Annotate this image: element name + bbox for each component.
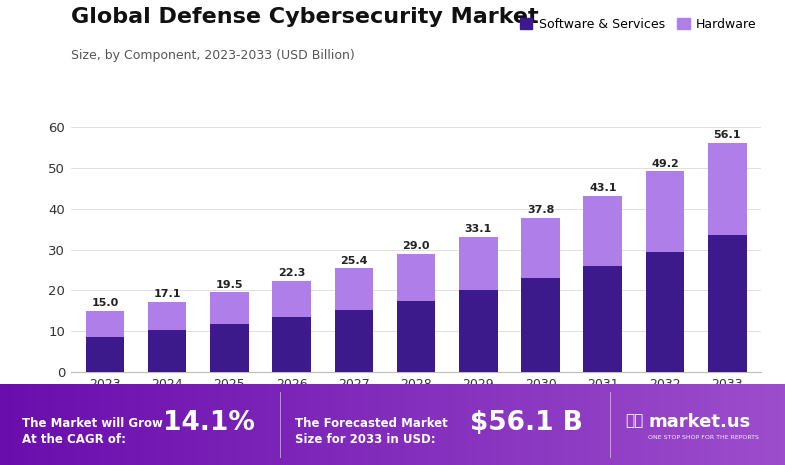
- Text: ONE STOP SHOP FOR THE REPORTS: ONE STOP SHOP FOR THE REPORTS: [648, 435, 759, 440]
- Bar: [334, 310, 373, 372]
- Bar: [646, 252, 685, 372]
- Bar: [708, 143, 747, 235]
- Bar: [210, 324, 249, 372]
- Text: 29.0: 29.0: [402, 241, 430, 251]
- Bar: [396, 254, 436, 301]
- Bar: [272, 317, 311, 372]
- Text: The Forecasted Market: The Forecasted Market: [295, 417, 447, 430]
- Bar: [148, 302, 186, 331]
- Text: ⓂⓂ: ⓂⓂ: [625, 413, 643, 428]
- Bar: [646, 172, 685, 252]
- Text: 43.1: 43.1: [589, 183, 616, 193]
- Bar: [459, 237, 498, 290]
- Text: Size for 2033 in USD:: Size for 2033 in USD:: [295, 433, 436, 446]
- Text: Size, by Component, 2023-2033 (USD Billion): Size, by Component, 2023-2033 (USD Billi…: [71, 49, 354, 62]
- Bar: [396, 301, 436, 372]
- Text: 19.5: 19.5: [216, 279, 243, 290]
- Bar: [708, 235, 747, 372]
- Text: 22.3: 22.3: [278, 268, 305, 278]
- Bar: [521, 278, 560, 372]
- Text: 25.4: 25.4: [340, 256, 367, 266]
- Text: 37.8: 37.8: [527, 205, 554, 215]
- Bar: [210, 292, 249, 324]
- Bar: [583, 196, 622, 266]
- Bar: [148, 331, 186, 372]
- Text: 15.0: 15.0: [91, 298, 119, 308]
- Text: 33.1: 33.1: [465, 224, 492, 234]
- Text: market.us: market.us: [648, 413, 750, 431]
- Bar: [459, 290, 498, 372]
- Text: At the CAGR of:: At the CAGR of:: [22, 433, 126, 446]
- Bar: [272, 281, 311, 317]
- Text: Global Defense Cybersecurity Market: Global Defense Cybersecurity Market: [71, 7, 539, 27]
- Bar: [86, 337, 124, 372]
- Bar: [334, 268, 373, 310]
- Text: 14.1%: 14.1%: [163, 410, 255, 436]
- Bar: [583, 266, 622, 372]
- Text: $56.1 B: $56.1 B: [470, 410, 583, 436]
- Bar: [86, 311, 124, 337]
- Text: 49.2: 49.2: [651, 159, 679, 168]
- Text: 56.1: 56.1: [714, 130, 741, 140]
- Bar: [521, 218, 560, 278]
- Text: 17.1: 17.1: [153, 289, 181, 299]
- Text: The Market will Grow: The Market will Grow: [22, 417, 162, 430]
- Legend: Software & Services, Hardware: Software & Services, Hardware: [517, 15, 759, 33]
